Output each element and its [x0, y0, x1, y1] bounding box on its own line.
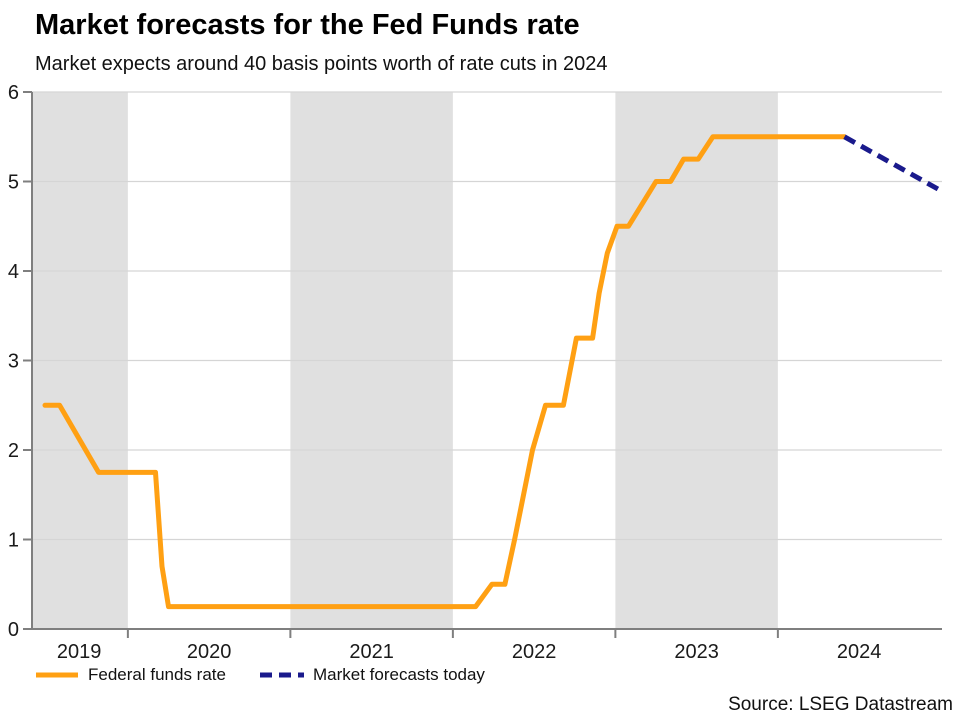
chart-subtitle: Market expects around 40 basis points wo…: [35, 53, 608, 75]
legend-item-market-forecasts-today: Market forecasts today: [259, 665, 485, 685]
y-tick-label: 1: [8, 530, 19, 552]
y-tick-label: 5: [8, 172, 19, 194]
y-tick-label: 3: [8, 351, 19, 373]
dashed-line-swatch-icon: [259, 672, 304, 678]
series-market-forecasts-today: [843, 134, 942, 193]
x-tick-label: 2024: [837, 641, 882, 663]
solid-line-swatch-icon: [36, 672, 78, 678]
x-tick-label: 2022: [512, 641, 557, 663]
legend-label: Federal funds rate: [88, 665, 226, 684]
x-tick-label: 2023: [674, 641, 719, 663]
source-credit: Source: LSEG Datastream: [728, 694, 953, 715]
chart-title: Market forecasts for the Fed Funds rate: [35, 9, 580, 41]
y-tick-label: 6: [8, 82, 19, 104]
x-tick-label: 2021: [349, 641, 394, 663]
y-tick-label: 0: [8, 619, 19, 641]
x-tick-label: 2020: [187, 641, 232, 663]
series-federal-funds-rate: [42, 134, 847, 610]
y-tick-label: 4: [8, 261, 19, 283]
legend-label: Market forecasts today: [312, 665, 485, 684]
chart-legend: Federal funds rate Market forecasts toda…: [35, 665, 485, 685]
y-tick-label: 2: [8, 440, 19, 462]
x-tick-label: 2019: [57, 641, 102, 663]
legend-item-federal-funds-rate: Federal funds rate: [35, 665, 226, 685]
